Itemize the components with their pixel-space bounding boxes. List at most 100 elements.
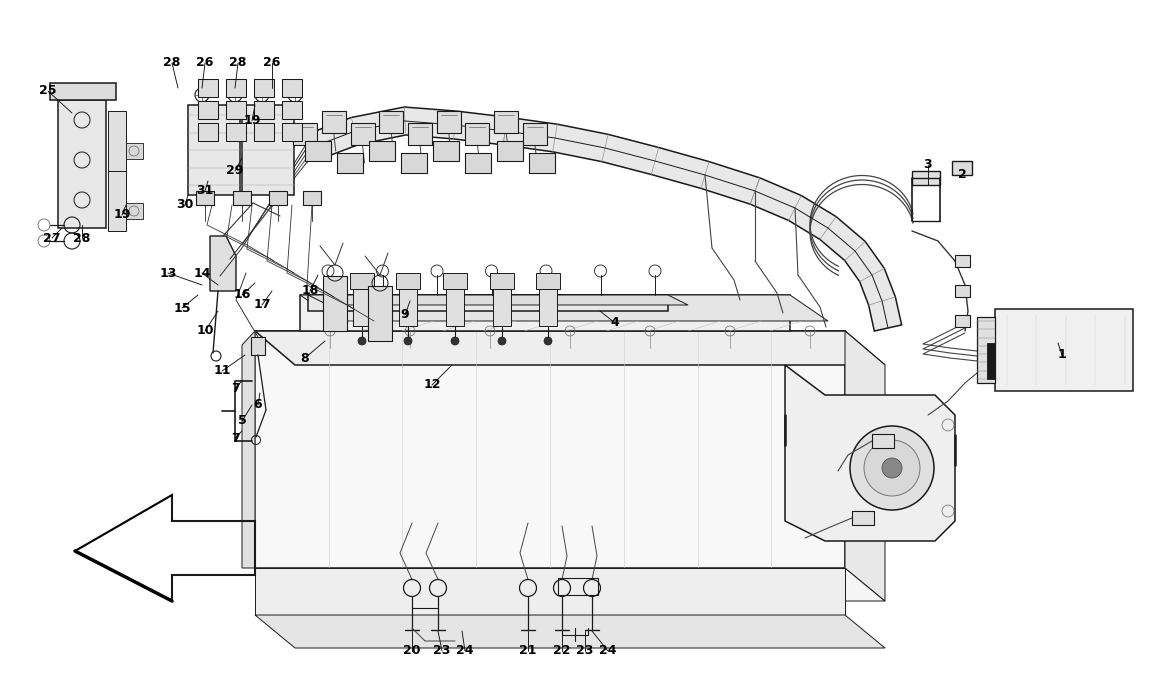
Circle shape (850, 426, 934, 510)
Circle shape (544, 337, 552, 345)
Polygon shape (227, 123, 246, 141)
Text: 28: 28 (229, 57, 247, 70)
Polygon shape (308, 295, 668, 311)
Polygon shape (845, 331, 886, 601)
Polygon shape (323, 276, 347, 331)
Circle shape (451, 337, 459, 345)
Circle shape (358, 337, 366, 345)
Text: 23: 23 (434, 645, 451, 658)
Polygon shape (434, 141, 459, 161)
Polygon shape (497, 141, 523, 161)
Text: 26: 26 (197, 57, 214, 70)
Polygon shape (242, 331, 255, 568)
Polygon shape (978, 317, 995, 383)
Bar (852, 511, 874, 525)
Text: 28: 28 (74, 232, 91, 245)
Polygon shape (126, 143, 143, 159)
Circle shape (864, 440, 920, 496)
Polygon shape (242, 105, 294, 195)
Polygon shape (368, 286, 392, 341)
Text: 20: 20 (404, 645, 421, 658)
Polygon shape (251, 337, 264, 355)
Text: 25: 25 (39, 85, 56, 98)
Polygon shape (399, 289, 417, 326)
Polygon shape (254, 101, 274, 119)
Polygon shape (198, 101, 218, 119)
Polygon shape (108, 171, 126, 231)
Polygon shape (108, 111, 126, 171)
Polygon shape (322, 111, 346, 133)
Polygon shape (198, 123, 218, 141)
Polygon shape (529, 153, 555, 173)
Polygon shape (282, 79, 302, 97)
Polygon shape (255, 331, 845, 568)
Bar (954, 285, 969, 297)
Text: 29: 29 (227, 165, 244, 178)
Polygon shape (293, 123, 317, 145)
Polygon shape (282, 123, 302, 141)
Polygon shape (227, 101, 246, 119)
Text: 28: 28 (163, 57, 181, 70)
Polygon shape (255, 615, 886, 648)
Text: 6: 6 (254, 398, 262, 411)
Text: 5: 5 (238, 415, 246, 428)
Polygon shape (369, 141, 394, 161)
Polygon shape (401, 153, 427, 173)
Text: 16: 16 (233, 288, 251, 301)
Polygon shape (380, 111, 404, 133)
Bar (954, 315, 969, 327)
Polygon shape (408, 123, 432, 145)
Circle shape (404, 337, 412, 345)
Polygon shape (269, 191, 288, 205)
Text: 9: 9 (400, 309, 409, 322)
Polygon shape (465, 153, 491, 173)
Text: 19: 19 (114, 208, 131, 221)
Polygon shape (300, 295, 828, 321)
Text: 24: 24 (457, 645, 474, 658)
Text: 22: 22 (553, 645, 570, 658)
Polygon shape (337, 153, 363, 173)
Text: 8: 8 (300, 352, 309, 365)
Text: 17: 17 (253, 298, 270, 311)
Polygon shape (255, 568, 886, 601)
Polygon shape (493, 289, 511, 326)
Polygon shape (198, 79, 218, 97)
Text: 21: 21 (520, 645, 537, 658)
Text: 27: 27 (44, 232, 61, 245)
Text: 10: 10 (197, 324, 214, 337)
Text: 18: 18 (301, 285, 319, 298)
Polygon shape (785, 365, 954, 541)
Polygon shape (437, 111, 461, 133)
Polygon shape (396, 273, 420, 289)
Text: 7: 7 (231, 382, 239, 395)
Polygon shape (494, 111, 519, 133)
Polygon shape (255, 568, 845, 615)
Text: 4: 4 (611, 316, 620, 329)
Polygon shape (305, 141, 331, 161)
Polygon shape (446, 289, 463, 326)
Polygon shape (987, 343, 995, 379)
Text: 30: 30 (176, 199, 193, 212)
Polygon shape (308, 295, 688, 305)
Polygon shape (227, 79, 246, 97)
Text: 3: 3 (923, 158, 933, 171)
Polygon shape (353, 289, 371, 326)
Text: 26: 26 (263, 57, 281, 70)
Bar (872, 434, 894, 448)
Bar (912, 171, 940, 185)
Polygon shape (302, 191, 321, 205)
Polygon shape (490, 273, 514, 289)
Polygon shape (196, 191, 214, 205)
Polygon shape (443, 273, 467, 289)
Polygon shape (313, 107, 902, 331)
Text: 19: 19 (244, 115, 261, 128)
Polygon shape (539, 289, 557, 326)
Polygon shape (466, 123, 490, 145)
Polygon shape (210, 236, 236, 291)
Text: 7: 7 (231, 432, 239, 445)
Polygon shape (233, 191, 251, 205)
Text: 1: 1 (1058, 348, 1066, 361)
Polygon shape (536, 273, 560, 289)
Text: 14: 14 (193, 266, 210, 279)
Polygon shape (350, 273, 374, 289)
